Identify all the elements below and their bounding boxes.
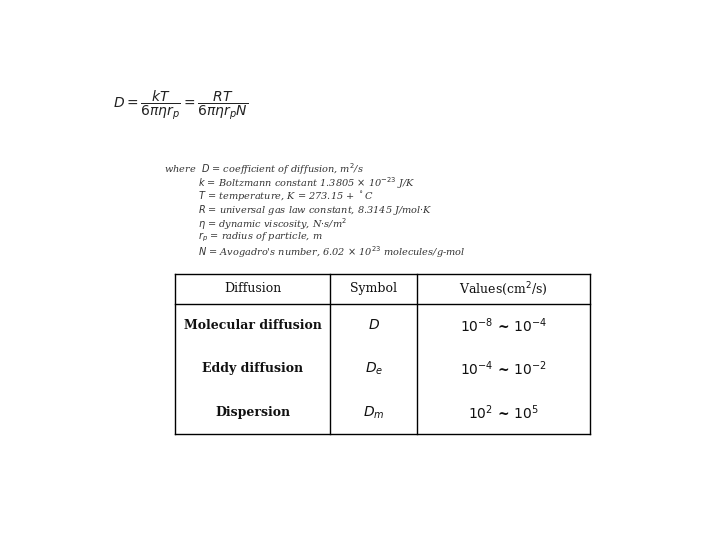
Text: $N$ = Avogadro's number, 6.02 $\times$ 10$^{23}$ molecules/g-mol: $N$ = Avogadro's number, 6.02 $\times$ 1… — [163, 244, 465, 260]
Text: Dispersion: Dispersion — [215, 406, 290, 419]
Text: $D$: $D$ — [368, 318, 379, 332]
Text: $D = \dfrac{kT}{6\pi\eta r_p} = \dfrac{RT}{6\pi\eta r_p N}$: $D = \dfrac{kT}{6\pi\eta r_p} = \dfrac{R… — [113, 88, 248, 122]
Text: $D_m$: $D_m$ — [363, 404, 384, 421]
Text: $\eta$ = dynamic viscosity, N$\cdot$s/m$^2$: $\eta$ = dynamic viscosity, N$\cdot$s/m$… — [163, 217, 346, 232]
Text: Diffusion: Diffusion — [224, 282, 282, 295]
Text: Eddy diffusion: Eddy diffusion — [202, 362, 303, 375]
Text: Symbol: Symbol — [350, 282, 397, 295]
Text: where  $D$ = coefficient of diffusion, m$^2$/s: where $D$ = coefficient of diffusion, m$… — [163, 161, 364, 177]
Text: $r_p$ = radius of particle, m: $r_p$ = radius of particle, m — [163, 231, 323, 244]
Text: $10^{2}$ ~ $10^{5}$: $10^{2}$ ~ $10^{5}$ — [468, 403, 539, 422]
Text: $k$ = Boltzmann constant 1.3805 $\times$ 10$^{-23}$ J/K: $k$ = Boltzmann constant 1.3805 $\times$… — [163, 175, 415, 191]
Text: $D_e$: $D_e$ — [364, 361, 383, 377]
Text: $T$ = temperature, K = 273.15 + $^\circ$C: $T$ = temperature, K = 273.15 + $^\circ$… — [163, 189, 373, 203]
Text: $10^{-8}$ ~ $10^{-4}$: $10^{-8}$ ~ $10^{-4}$ — [460, 316, 547, 335]
Text: Molecular diffusion: Molecular diffusion — [184, 319, 322, 332]
Text: $R$ = universal gas law constant, 8.3145 J/mol$\cdot$K: $R$ = universal gas law constant, 8.3145… — [163, 202, 432, 217]
Text: Values(cm$^2$/s): Values(cm$^2$/s) — [459, 280, 548, 298]
Text: $10^{-4}$ ~ $10^{-2}$: $10^{-4}$ ~ $10^{-2}$ — [460, 360, 547, 378]
